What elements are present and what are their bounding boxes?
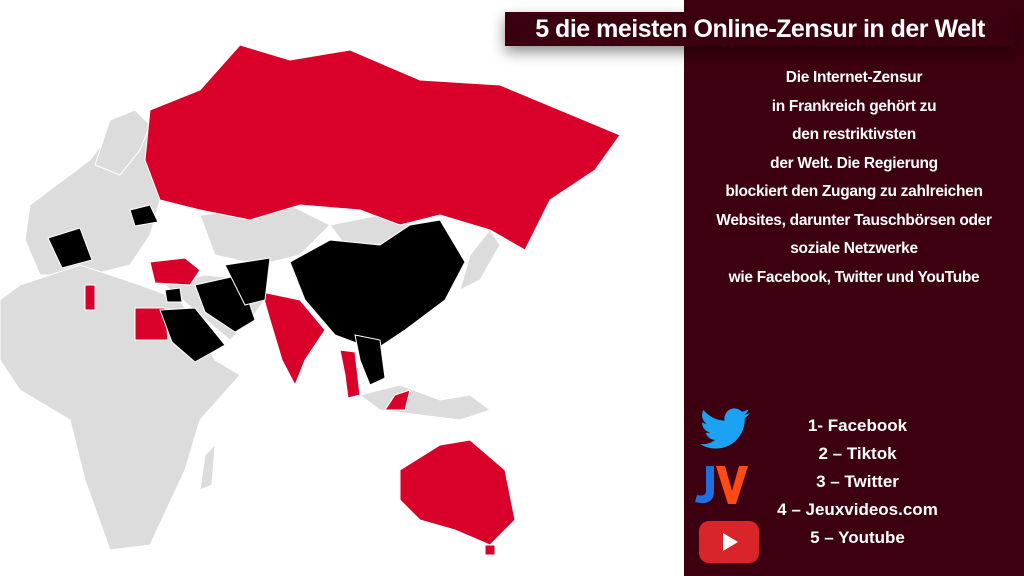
ranking-item: 3 – Twitter xyxy=(816,472,899,491)
thailand xyxy=(339,349,361,399)
egypt xyxy=(134,307,169,341)
ranking-item: 2 – Tiktok xyxy=(818,444,897,463)
belarus xyxy=(129,204,159,227)
ranking-item: 5 – Youtube xyxy=(810,528,905,547)
india xyxy=(261,291,326,387)
description-line: wie Facebook, Twitter und YouTube xyxy=(728,268,980,286)
jeuxvideos-logo-icon xyxy=(695,466,748,504)
ranking-item: 4 – Jeuxvideos.com xyxy=(777,500,938,519)
description: Die Internet-Zensur in Frankreich gehört… xyxy=(684,64,1024,292)
pakistan-afghanistan xyxy=(224,257,271,306)
france xyxy=(47,227,93,269)
saudi-arabia xyxy=(159,307,226,363)
tasmania xyxy=(484,544,496,556)
tunisia-libya xyxy=(84,284,96,311)
world-censorship-map xyxy=(0,44,621,556)
youtube-icon xyxy=(699,521,759,563)
ranking-item: 1- Facebook xyxy=(807,416,908,435)
twitter-icon xyxy=(700,408,750,449)
turkey xyxy=(149,257,201,286)
description-line: den restriktivsten xyxy=(792,126,916,143)
description-line: in Frankreich gehört zu xyxy=(771,97,937,115)
australia xyxy=(399,439,516,546)
description-line: der Welt. Die Regierung xyxy=(770,154,938,172)
ranking-list: 1- Facebook 2 – Tiktok 3 – Twitter 4 – J… xyxy=(760,412,955,552)
vietnam xyxy=(354,334,386,386)
russia xyxy=(144,44,621,251)
description-line: blockiert den Zugang zu zahlreichen xyxy=(725,183,983,200)
southeast-asia-islands xyxy=(358,384,492,421)
china xyxy=(289,219,466,351)
philippines-malaysia xyxy=(384,389,411,411)
page-title: 5 die meisten Online-Zensur in der Welt xyxy=(505,12,1015,46)
madagascar xyxy=(199,443,216,491)
description-line: Websites, darunter Tauschbörsen oder xyxy=(716,211,992,229)
japan-region xyxy=(459,229,501,291)
description-line: soziale Netzwerke xyxy=(790,240,918,257)
syria xyxy=(164,287,183,303)
description-line: Die Internet-Zensur xyxy=(785,69,923,86)
